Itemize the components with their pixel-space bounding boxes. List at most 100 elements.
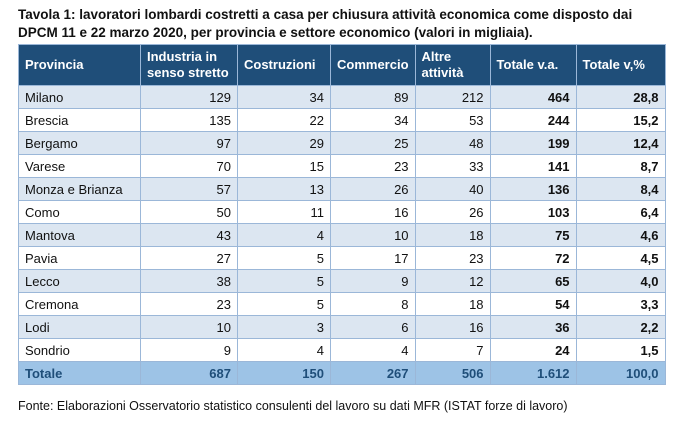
total-row: Totale 687 150 267 506 1.612 100,0 <box>18 361 666 385</box>
value-cell: 2,2 <box>575 315 666 339</box>
value-cell: 3 <box>237 315 331 339</box>
data-row: Cremona 23 5 8 18 54 3,3 <box>18 292 666 316</box>
value-cell: 54 <box>489 292 577 316</box>
value-cell: 687 <box>140 361 238 385</box>
value-cell: 6,4 <box>575 200 666 224</box>
value-cell: 12,4 <box>575 131 666 155</box>
header-cell: Costruzioni <box>237 44 331 86</box>
value-cell: 38 <box>140 269 238 293</box>
value-cell: 136 <box>489 177 577 201</box>
value-cell: 43 <box>140 223 238 247</box>
province-cell: Brescia <box>18 108 141 132</box>
value-cell: 7 <box>414 338 491 362</box>
value-cell: 16 <box>414 315 491 339</box>
data-row: Como 50 11 16 26 103 6,4 <box>18 200 666 224</box>
value-cell: 199 <box>489 131 577 155</box>
value-cell: 36 <box>489 315 577 339</box>
province-cell: Totale <box>18 361 141 385</box>
value-cell: 29 <box>237 131 331 155</box>
value-cell: 15 <box>237 154 331 178</box>
province-cell: Lecco <box>18 269 141 293</box>
value-cell: 72 <box>489 246 577 270</box>
value-cell: 100,0 <box>575 361 666 385</box>
data-row: Bergamo 97 29 25 48 199 12,4 <box>18 131 666 155</box>
value-cell: 506 <box>414 361 491 385</box>
province-cell: Varese <box>18 154 141 178</box>
value-cell: 70 <box>140 154 238 178</box>
source-note: Fonte: Elaborazioni Osservatorio statist… <box>18 399 568 413</box>
value-cell: 53 <box>414 108 491 132</box>
province-cell: Monza e Brianza <box>18 177 141 201</box>
value-cell: 5 <box>237 246 331 270</box>
value-cell: 24 <box>489 338 577 362</box>
value-cell: 17 <box>330 246 416 270</box>
value-cell: 23 <box>414 246 491 270</box>
value-cell: 4,5 <box>575 246 666 270</box>
value-cell: 10 <box>330 223 416 247</box>
value-cell: 1.612 <box>489 361 577 385</box>
header-cell: Totale v.a. <box>489 44 577 86</box>
value-cell: 50 <box>140 200 238 224</box>
value-cell: 48 <box>414 131 491 155</box>
value-cell: 5 <box>237 269 331 293</box>
value-cell: 5 <box>237 292 331 316</box>
header-cell: Commercio <box>330 44 416 86</box>
value-cell: 4 <box>330 338 416 362</box>
data-table: Provincia Industria in senso stretto Costr… <box>18 44 666 385</box>
value-cell: 18 <box>414 292 491 316</box>
value-cell: 34 <box>330 108 416 132</box>
value-cell: 150 <box>237 361 331 385</box>
value-cell: 4 <box>237 338 331 362</box>
value-cell: 4,6 <box>575 223 666 247</box>
value-cell: 11 <box>237 200 331 224</box>
data-row: Monza e Brianza 57 13 26 40 136 8,4 <box>18 177 666 201</box>
value-cell: 103 <box>489 200 577 224</box>
value-cell: 23 <box>140 292 238 316</box>
value-cell: 9 <box>330 269 416 293</box>
province-cell: Como <box>18 200 141 224</box>
table-body: Milano 129 34 89 212 464 28,8 Brescia 135 22 34 53 2… <box>18 85 666 385</box>
value-cell: 97 <box>140 131 238 155</box>
value-cell: 33 <box>414 154 491 178</box>
value-cell: 40 <box>414 177 491 201</box>
header-row: Provincia Industria in senso stretto Costr… <box>18 44 666 86</box>
value-cell: 129 <box>140 85 238 109</box>
value-cell: 27 <box>140 246 238 270</box>
value-cell: 15,2 <box>575 108 666 132</box>
value-cell: 9 <box>140 338 238 362</box>
value-cell: 34 <box>237 85 331 109</box>
value-cell: 4,0 <box>575 269 666 293</box>
value-cell: 10 <box>140 315 238 339</box>
value-cell: 18 <box>414 223 491 247</box>
data-row: Lecco 38 5 9 12 65 4,0 <box>18 269 666 293</box>
province-cell: Milano <box>18 85 141 109</box>
value-cell: 25 <box>330 131 416 155</box>
data-row: Milano 129 34 89 212 464 28,8 <box>18 85 666 109</box>
value-cell: 26 <box>414 200 491 224</box>
data-row: Varese 70 15 23 33 141 8,7 <box>18 154 666 178</box>
value-cell: 212 <box>414 85 491 109</box>
value-cell: 65 <box>489 269 577 293</box>
data-row: Sondrio 9 4 4 7 24 1,5 <box>18 338 666 362</box>
header-cell: Altre attività <box>414 44 491 86</box>
province-cell: Mantova <box>18 223 141 247</box>
value-cell: 28,8 <box>575 85 666 109</box>
value-cell: 26 <box>330 177 416 201</box>
value-cell: 75 <box>489 223 577 247</box>
value-cell: 13 <box>237 177 331 201</box>
value-cell: 8 <box>330 292 416 316</box>
value-cell: 23 <box>330 154 416 178</box>
data-row: Mantova 43 4 10 18 75 4,6 <box>18 223 666 247</box>
value-cell: 6 <box>330 315 416 339</box>
value-cell: 267 <box>330 361 416 385</box>
province-cell: Pavia <box>18 246 141 270</box>
value-cell: 135 <box>140 108 238 132</box>
value-cell: 57 <box>140 177 238 201</box>
header-cell: Industria in senso stretto <box>140 44 238 86</box>
data-row: Lodi 10 3 6 16 36 2,2 <box>18 315 666 339</box>
table-title: Tavola 1: lavoratori lombardi costretti … <box>18 7 633 40</box>
value-cell: 244 <box>489 108 577 132</box>
data-row: Brescia 135 22 34 53 244 15,2 <box>18 108 666 132</box>
value-cell: 1,5 <box>575 338 666 362</box>
